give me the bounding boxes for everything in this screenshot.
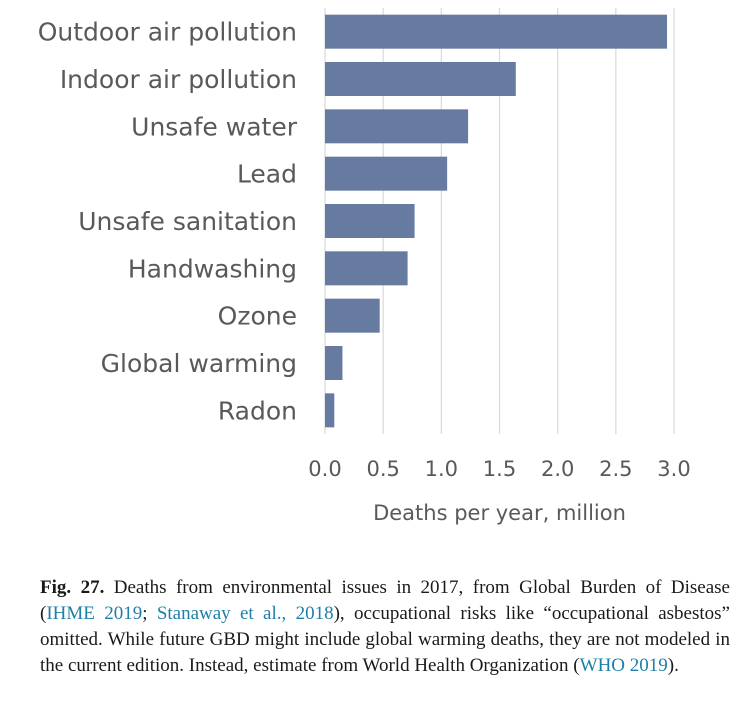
bar (325, 298, 380, 333)
bar (325, 62, 516, 96)
category-label: Unsafe sanitation (78, 207, 297, 236)
category-label: Ozone (218, 302, 297, 331)
x-tick-label: 0.5 (366, 457, 399, 481)
category-label: Indoor air pollution (60, 65, 297, 94)
caption-text-2: ; (142, 603, 157, 624)
caption-label: Fig. 27. (40, 577, 105, 598)
bar (325, 14, 668, 49)
caption-text-4: ). (667, 655, 679, 676)
bar (325, 393, 335, 428)
x-tick-labels: 0.0 0.5 1.0 1.5 2.0 2.5 3.0 (308, 457, 690, 481)
category-labels: Outdoor air pollution Indoor air pollutio… (38, 18, 298, 426)
caption-ref-who[interactable]: WHO 2019 (579, 655, 668, 676)
category-label: Outdoor air pollution (38, 18, 297, 47)
x-tick-label: 3.0 (657, 457, 690, 481)
bar (325, 156, 448, 191)
bar-chart: Outdoor air pollution Indoor air pollutio… (38, 8, 691, 525)
bars (325, 14, 668, 428)
bar (325, 346, 343, 380)
x-tick-label: 2.0 (541, 457, 574, 481)
figure-caption: Fig. 27. Deaths from environmental issue… (40, 575, 730, 679)
x-axis-title: Deaths per year, million (373, 501, 626, 525)
category-label: Radon (218, 396, 297, 425)
x-tick-label: 2.5 (599, 457, 632, 481)
bar (325, 109, 469, 144)
caption-text-3: ), occupational risks like “occupational… (40, 603, 730, 676)
caption-ref-stanaway[interactable]: Stanaway et al., 2018 (156, 603, 334, 624)
caption-text-1: Deaths from environmental issues in 2017… (40, 577, 730, 624)
bar (325, 204, 415, 238)
x-tick-label: 1.0 (425, 457, 458, 481)
category-label: Lead (237, 160, 297, 189)
x-tick-label: 1.5 (483, 457, 516, 481)
category-label: Handwashing (128, 254, 297, 283)
x-tick-label: 0.0 (308, 457, 341, 481)
bar (325, 251, 408, 286)
category-label: Unsafe water (131, 112, 298, 141)
category-label: Global warming (101, 349, 297, 378)
caption-ref-ihme[interactable]: IHME 2019 (46, 603, 143, 624)
